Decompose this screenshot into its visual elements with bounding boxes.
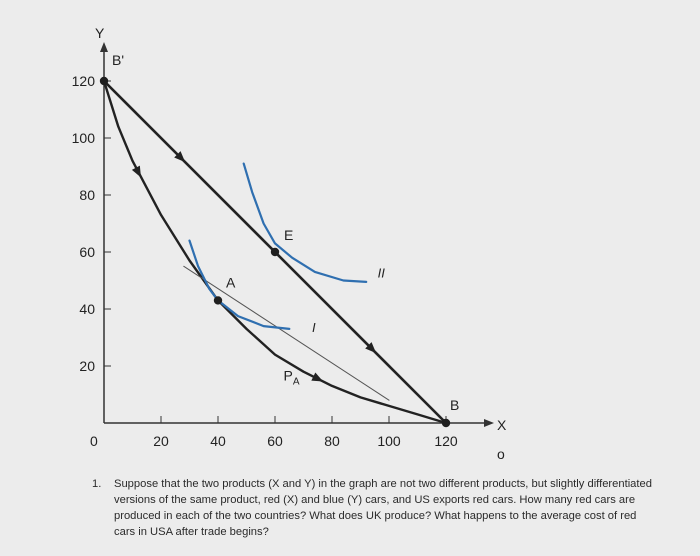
point-bprime: [99, 76, 109, 86]
point-label: E: [284, 227, 293, 243]
indifference-curve-II: [242, 162, 368, 283]
point-b: [441, 418, 451, 428]
question-number: 1.: [92, 478, 102, 490]
annotation-label: I: [312, 320, 316, 335]
chart: Y X 0 o 20 40 60 80 100 120 20 40 60 80 100 120 B' A…: [72, 25, 507, 462]
price-line-line: [183, 265, 390, 401]
annotation-label: PA: [284, 367, 300, 387]
x-tick-label: 80: [324, 433, 340, 449]
direction-arrow: [131, 165, 141, 178]
y-axis-title: Y: [95, 25, 105, 41]
question-body: Suppose that the two products (X and Y) …: [114, 478, 652, 538]
point-a: [213, 296, 223, 305]
y-tick-label: 120: [72, 73, 96, 89]
x-tick-label: 120: [434, 433, 458, 449]
question-text: 1. Suppose that the two products (X and …: [92, 476, 652, 540]
y-axis-arrow: [100, 42, 108, 52]
x-axis-title: X: [497, 417, 507, 433]
point-e: [270, 247, 280, 257]
y-tick-label: 80: [79, 187, 95, 203]
x-axis-arrow: [484, 419, 494, 427]
stray-mark: o: [497, 446, 505, 462]
point-label: A: [226, 274, 236, 290]
y-tick-label: 40: [79, 301, 95, 317]
annotation-subscript: A: [293, 376, 300, 387]
annotation-label: II: [378, 266, 386, 281]
direction-arrow: [174, 151, 186, 163]
x-tick-label: 20: [153, 433, 169, 449]
x-tick-label: 100: [377, 433, 401, 449]
direction-arrow: [365, 342, 377, 354]
point-label: B': [112, 52, 124, 68]
x-tick-label: 60: [267, 433, 283, 449]
y-tick-label: 60: [79, 244, 95, 260]
direction-arrow: [311, 372, 324, 382]
y-tick-label: 20: [79, 358, 95, 374]
origin-label: 0: [90, 433, 98, 449]
point-label: B: [450, 397, 459, 413]
y-tick-label: 100: [72, 130, 96, 146]
x-tick-label: 40: [210, 433, 226, 449]
